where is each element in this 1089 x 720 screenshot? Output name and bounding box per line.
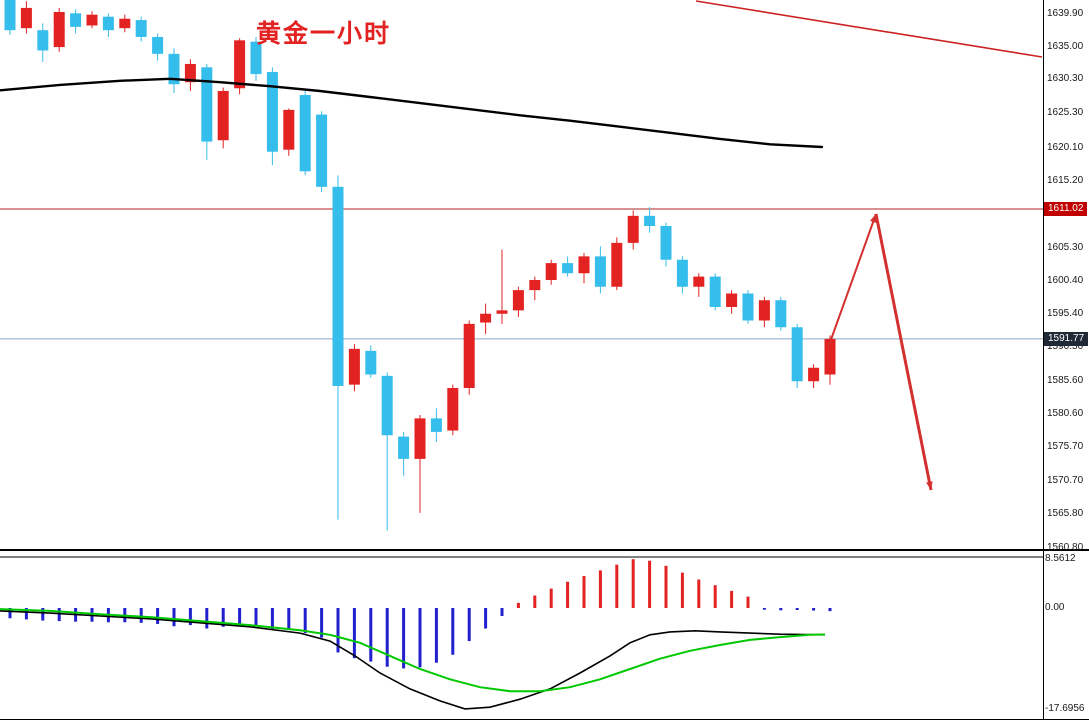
- projection-arrow-down[interactable]: [874, 213, 933, 491]
- chart-title[interactable]: 黄金一小时: [256, 20, 392, 48]
- macd-histogram: [8, 559, 832, 669]
- macd-signal-line: [0, 608, 826, 693]
- resistance-price-tag: 1611.02: [1044, 201, 1088, 216]
- projection-arrow-up[interactable]: [827, 213, 877, 349]
- ma-line: [0, 77, 824, 149]
- descending-trendline[interactable]: [695, 0, 1043, 58]
- candlesticks: [4, 0, 836, 531]
- horizontal-price-lines[interactable]: [0, 208, 1043, 340]
- current-price-tag: 1591.77: [1044, 331, 1089, 346]
- macd-main-line: [0, 610, 826, 710]
